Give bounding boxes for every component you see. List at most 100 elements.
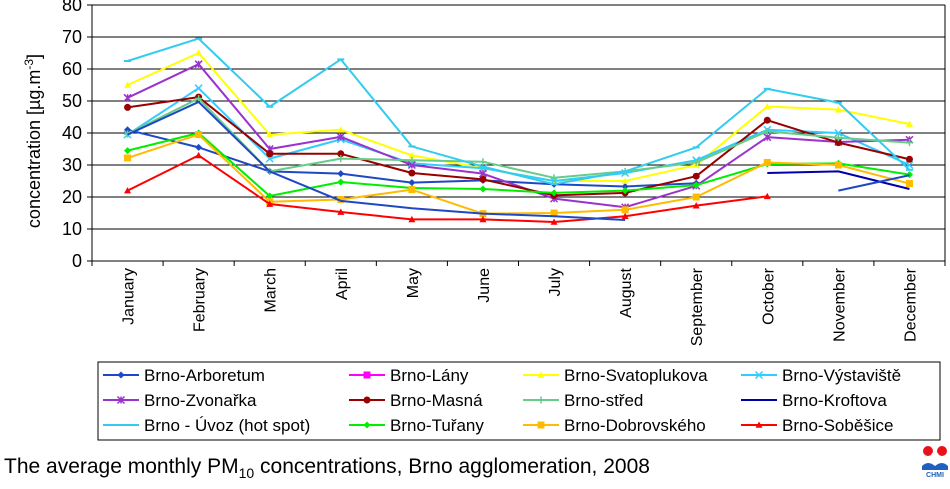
x-tick-label: December bbox=[902, 267, 919, 341]
data-point bbox=[905, 180, 913, 188]
legend-item: Brno - Úvoz (hot spot) bbox=[103, 416, 310, 435]
legend: Brno-Arboretum Brno-Lány Brno-Svatoplukova… bbox=[97, 361, 941, 441]
chmi-logo: CHMI bbox=[922, 446, 948, 479]
data-point bbox=[621, 177, 629, 184]
data-point bbox=[408, 156, 416, 164]
caption-pre: The average monthly PM bbox=[4, 455, 239, 478]
x-tick-label: July bbox=[547, 268, 564, 296]
caption-post: concentrations, Brno agglomeration, 2008 bbox=[254, 455, 650, 478]
series-brno-arboretum-2 bbox=[127, 100, 910, 222]
data-point bbox=[537, 421, 545, 429]
data-point bbox=[363, 421, 371, 429]
data-point bbox=[117, 371, 125, 379]
series-line bbox=[127, 132, 910, 198]
data-point bbox=[124, 103, 132, 111]
data-point bbox=[408, 151, 416, 159]
caption-subscript: 10 bbox=[238, 465, 255, 482]
legend-label: Brno - Úvoz (hot spot) bbox=[144, 416, 310, 435]
x-tick-label: September bbox=[689, 267, 706, 346]
data-point bbox=[408, 186, 416, 194]
series-lines bbox=[123, 37, 914, 225]
data-point bbox=[266, 131, 274, 138]
data-point bbox=[692, 158, 700, 166]
data-point bbox=[621, 212, 629, 219]
legend-label: Brno-Zvonařka bbox=[144, 391, 257, 410]
data-point bbox=[755, 421, 763, 428]
data-point bbox=[692, 193, 700, 201]
legend-label: Brno-Lány bbox=[390, 366, 469, 385]
data-point bbox=[834, 134, 842, 142]
y-axis-label: concentration [µg.m-3] bbox=[22, 54, 44, 228]
x-tick-label: January bbox=[121, 268, 138, 325]
data-point bbox=[195, 131, 203, 139]
data-point bbox=[905, 171, 913, 179]
data-point bbox=[621, 187, 629, 195]
data-point bbox=[123, 93, 132, 102]
data-point bbox=[266, 200, 274, 207]
data-point bbox=[550, 174, 558, 182]
series-line bbox=[127, 63, 910, 209]
legend-label: Brno-Výstaviště bbox=[782, 366, 901, 385]
data-point bbox=[337, 196, 345, 204]
data-point bbox=[124, 81, 132, 88]
data-point bbox=[754, 370, 764, 380]
legend-item: Brno-Soběšice bbox=[741, 416, 894, 435]
series-line bbox=[127, 154, 768, 223]
data-point bbox=[763, 158, 771, 166]
x-tick-label: February bbox=[192, 268, 209, 332]
x-tick-label: April bbox=[334, 268, 351, 300]
y-tick-label: 30 bbox=[62, 155, 82, 175]
y-tick-label: 50 bbox=[62, 91, 82, 111]
y-tick-label: 70 bbox=[62, 27, 82, 47]
series-line bbox=[127, 133, 910, 215]
legend-label: Brno-Masná bbox=[390, 391, 483, 410]
x-tick-label: November bbox=[831, 267, 848, 341]
data-point bbox=[194, 60, 203, 69]
data-point bbox=[550, 218, 558, 225]
data-point bbox=[479, 215, 487, 223]
series-line bbox=[127, 96, 910, 197]
data-point bbox=[537, 371, 545, 378]
y-tick-label: 0 bbox=[72, 251, 82, 271]
series-line bbox=[127, 52, 910, 182]
data-point bbox=[363, 396, 371, 404]
y-axis: 0 10 20 30 40 50 60 70 80 bbox=[62, 0, 92, 271]
data-point bbox=[763, 116, 771, 124]
data-point bbox=[763, 102, 771, 110]
series-brno-kroftova bbox=[767, 170, 910, 190]
data-point bbox=[834, 106, 842, 113]
data-point bbox=[692, 181, 700, 189]
legend-item: Brno-střed bbox=[523, 391, 643, 410]
data-point bbox=[266, 192, 274, 200]
legend-item: Brno-Tuřany bbox=[349, 416, 484, 435]
data-point bbox=[336, 132, 345, 141]
data-point bbox=[266, 150, 274, 158]
legend-item: Brno-Zvonařka bbox=[103, 391, 257, 410]
y-axis-label-exponent: -3 bbox=[22, 59, 36, 70]
data-point bbox=[763, 127, 771, 135]
chart-caption: The average monthly PM10 concentrations,… bbox=[4, 455, 650, 481]
data-point bbox=[692, 202, 700, 209]
data-point bbox=[905, 155, 913, 163]
data-point bbox=[692, 172, 700, 180]
legend-box bbox=[97, 361, 941, 441]
y-tick-label: 60 bbox=[62, 59, 82, 79]
data-point bbox=[194, 84, 203, 93]
x-tick-label: October bbox=[760, 267, 777, 325]
series-brno-masn- bbox=[124, 93, 913, 199]
data-point bbox=[834, 139, 842, 147]
legend-item: Brno-Svatoplukova bbox=[523, 366, 708, 385]
data-point bbox=[337, 155, 345, 163]
legend-item: Brno-Kroftova bbox=[741, 391, 887, 410]
data-point bbox=[363, 371, 371, 379]
series-brno-sob-ice bbox=[124, 151, 771, 225]
x-tick-label: August bbox=[618, 267, 635, 317]
data-point bbox=[905, 139, 913, 147]
x-tick-label: June bbox=[476, 268, 493, 303]
data-point bbox=[479, 158, 487, 166]
data-point bbox=[479, 175, 487, 183]
x-axis: January February March April May June July Augu… bbox=[91, 261, 946, 346]
data-point bbox=[116, 395, 126, 405]
legend-label: Brno-střed bbox=[564, 391, 643, 410]
